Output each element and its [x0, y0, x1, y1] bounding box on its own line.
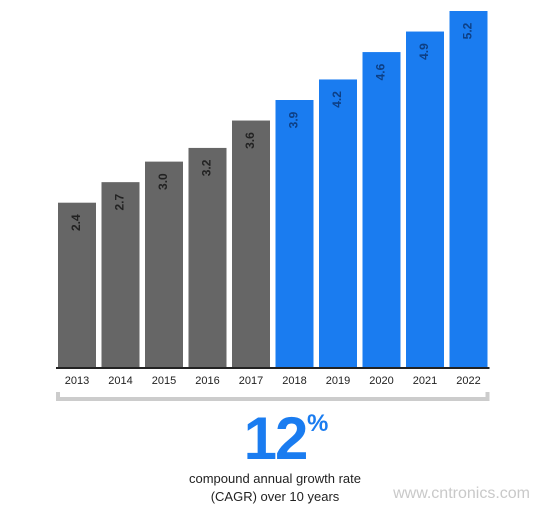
x-tick-2017: 2017: [239, 375, 263, 387]
bar-value-label-2018: 3.9: [287, 111, 301, 128]
bar-2017: [232, 120, 270, 368]
cagr-number: 12: [243, 405, 309, 472]
cagr-callout: 12% compound annual growth rate (CAGR) o…: [0, 408, 550, 506]
x-tick-2015: 2015: [152, 375, 176, 387]
x-tick-2022: 2022: [456, 375, 480, 387]
cagr-description-line-2: (CAGR) over 10 years: [210, 489, 340, 504]
bar-2013: [58, 202, 96, 367]
bar-value-label-2021: 4.9: [417, 43, 431, 60]
x-tick-2014: 2014: [108, 375, 132, 387]
bar-value-label-2017: 3.6: [243, 132, 257, 149]
watermark: www.cntronics.com: [393, 485, 530, 502]
bar-value-label-2015: 3.0: [156, 173, 170, 190]
bar-2021: [406, 31, 444, 368]
bar-2016: [188, 147, 227, 367]
cagr-description-line-1: compound annual growth rate: [188, 471, 361, 486]
bar-value-label-2019: 4.2: [330, 91, 344, 108]
x-tick-2013: 2013: [65, 375, 89, 387]
x-tick-labels: 2013 2014 2015 2016 2017 2018 2019 2020 2021 2022: [65, 375, 481, 387]
bars-group: 2.4 2.7 3.0 3.2 3.6 3.9 4.2 4.6 4.9 5.2: [58, 11, 488, 368]
bar-value-label-2016: 3.2: [200, 159, 214, 176]
x-tick-2016: 2016: [195, 375, 219, 387]
bar-2020: [362, 52, 401, 367]
x-tick-2019: 2019: [326, 375, 350, 387]
bar-value-label-2022: 5.2: [461, 22, 475, 39]
bar-2022: [449, 11, 488, 367]
cagr-value: 12%: [243, 405, 329, 472]
bar-value-label-2014: 2.7: [113, 193, 127, 210]
cagr-percent-sign: %: [307, 410, 329, 437]
bar-value-label-2013: 2.4: [69, 214, 83, 231]
bar-2019: [319, 79, 357, 367]
bar-2014: [101, 182, 140, 367]
x-tick-2018: 2018: [282, 375, 306, 387]
bar-value-label-2020: 4.6: [374, 63, 388, 80]
cagr-bracket: [56, 392, 490, 401]
bar-2018: [275, 100, 314, 367]
bar-2015: [145, 161, 183, 367]
x-tick-2021: 2021: [413, 375, 437, 387]
x-tick-2020: 2020: [369, 375, 393, 387]
